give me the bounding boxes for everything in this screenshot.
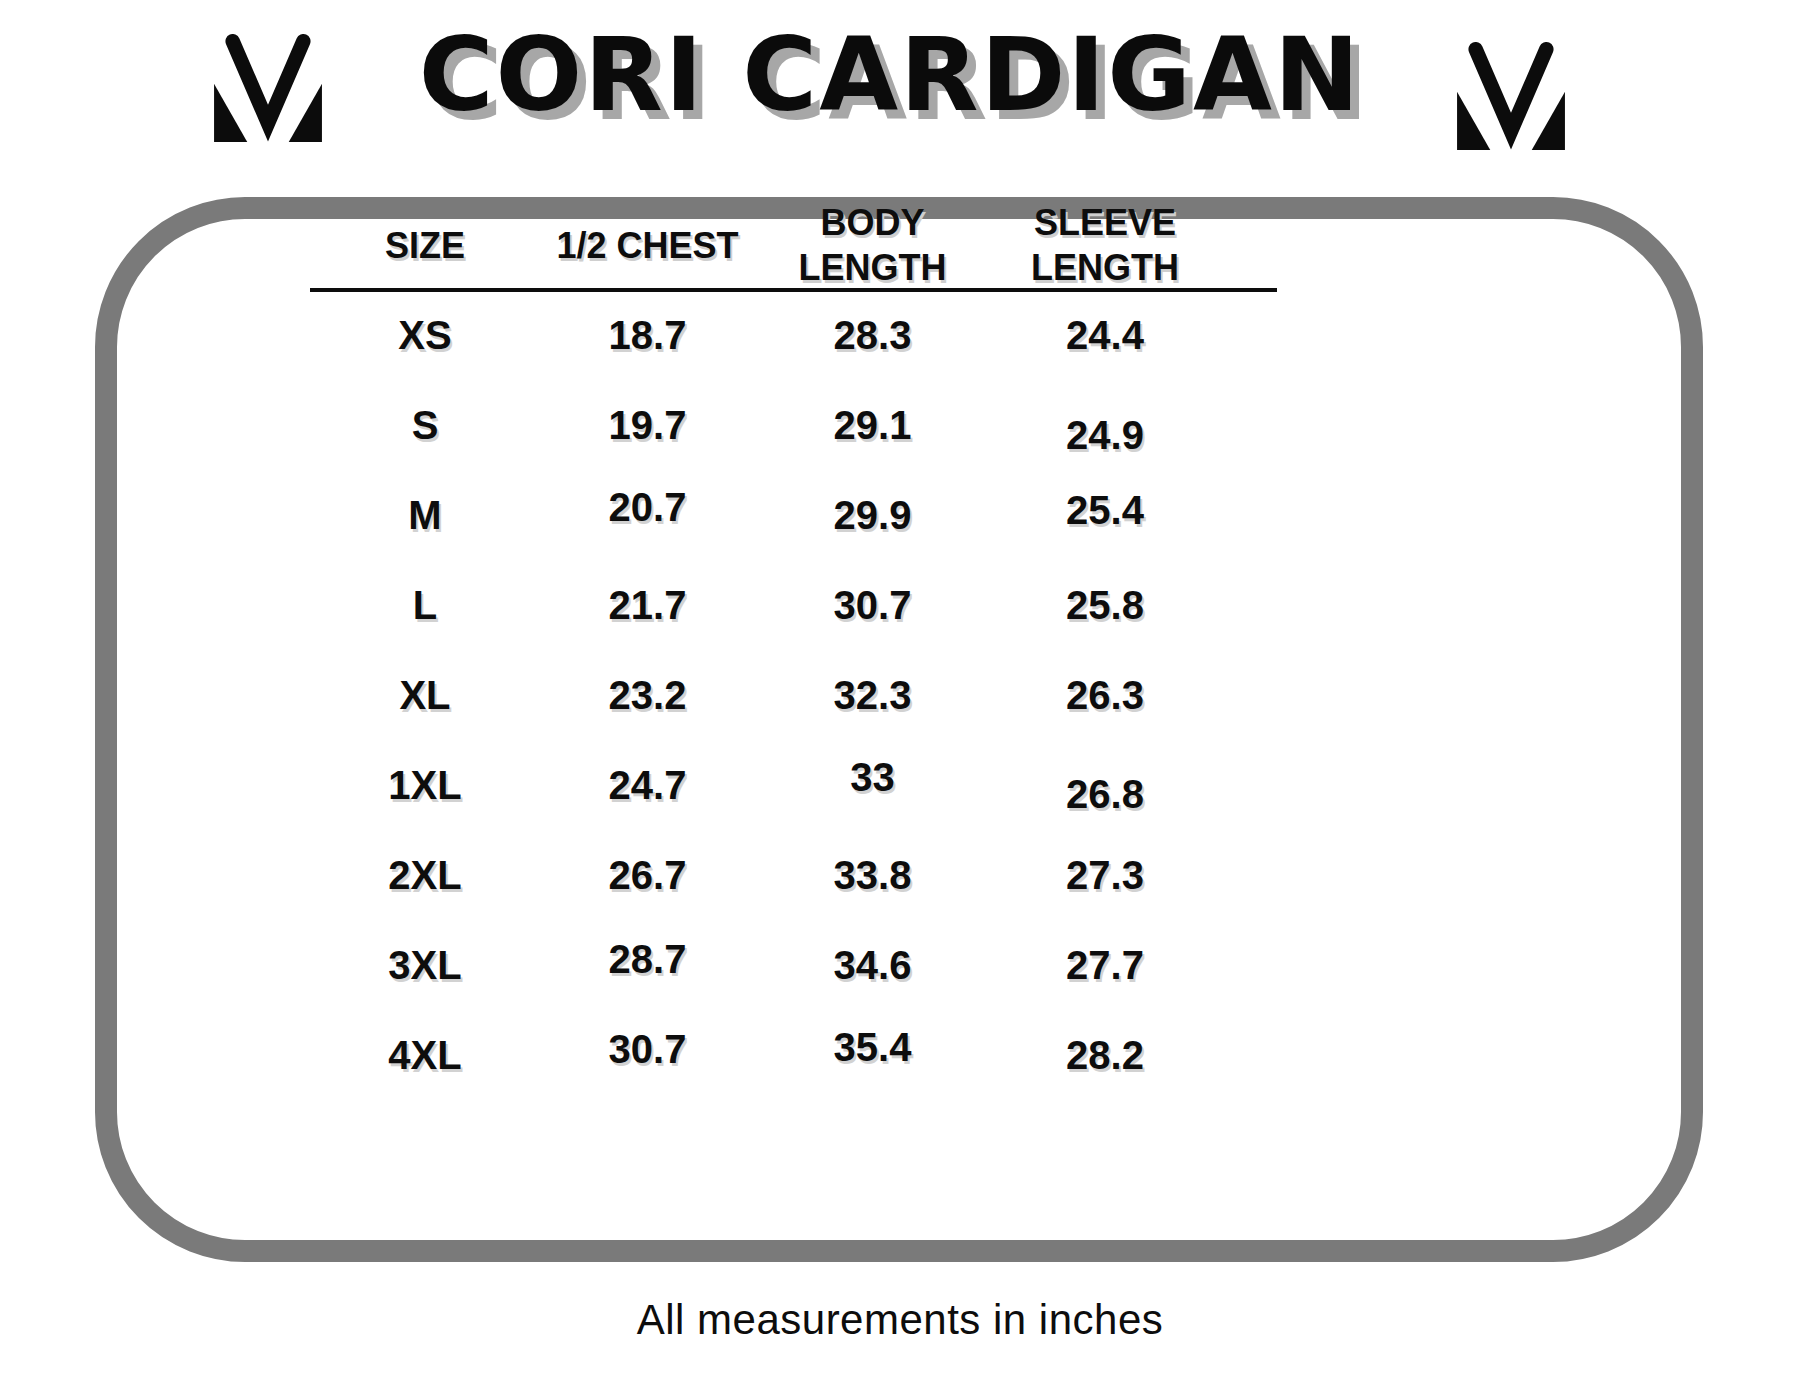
size-table-header-row: SIZE 1/2 CHEST BODY LENGTH SLEEVE LENGTH <box>310 200 1220 288</box>
cell-half-chest: 23.2 <box>540 673 755 718</box>
cell-half-chest: 26.7 <box>540 853 755 898</box>
table-row-s: S 19.7 29.1 24.9 <box>310 380 1220 470</box>
cell-half-chest: 18.7 <box>540 313 755 358</box>
size-chart-page: CORI CARDIGAN SIZE 1/2 CHEST BODY LENGTH… <box>0 0 1800 1391</box>
cell-size: S <box>310 403 540 448</box>
cell-body-length: 30.7 <box>755 583 990 628</box>
cell-half-chest: 28.7 <box>540 937 755 982</box>
column-header-size: SIZE <box>310 223 540 268</box>
table-row-3xl: 3XL 28.7 34.6 27.7 <box>310 920 1220 1010</box>
cell-body-length: 32.3 <box>755 673 990 718</box>
table-row-1xl: 1XL 24.7 33 26.8 <box>310 740 1220 830</box>
cell-half-chest: 30.7 <box>540 1027 755 1072</box>
brand-logo-left <box>210 34 326 148</box>
cell-sleeve-length: 26.8 <box>990 772 1220 817</box>
table-row-xl: XL 23.2 32.3 26.3 <box>310 650 1220 740</box>
cell-size: 4XL <box>310 1033 540 1078</box>
cell-body-length: 33.8 <box>755 853 990 898</box>
cell-body-length: 28.3 <box>755 313 990 358</box>
mv-monogram-icon <box>210 34 326 144</box>
mv-monogram-icon <box>1453 42 1569 152</box>
table-row-4xl: 4XL 30.7 35.4 28.2 <box>310 1010 1220 1100</box>
cell-body-length: 35.4 <box>755 1025 990 1070</box>
cell-half-chest: 21.7 <box>540 583 755 628</box>
cell-half-chest: 19.7 <box>540 403 755 448</box>
cell-sleeve-length: 27.7 <box>990 943 1220 988</box>
cell-body-length: 29.1 <box>755 403 990 448</box>
cell-size: XL <box>310 673 540 718</box>
cell-half-chest: 20.7 <box>540 485 755 530</box>
cell-sleeve-length: 24.9 <box>990 413 1220 458</box>
cell-size: 2XL <box>310 853 540 898</box>
cell-body-length: 34.6 <box>755 943 990 988</box>
cell-sleeve-length: 25.8 <box>990 583 1220 628</box>
cell-size: L <box>310 583 540 628</box>
cell-half-chest: 24.7 <box>540 763 755 808</box>
brand-logo-right <box>1453 42 1569 156</box>
size-table-body: XS 18.7 28.3 24.4 S 19.7 29.1 24.9 M 20.… <box>310 290 1220 1100</box>
cell-size: 1XL <box>310 763 540 808</box>
cell-sleeve-length: 27.3 <box>990 853 1220 898</box>
cell-sleeve-length: 28.2 <box>990 1033 1220 1078</box>
table-row-2xl: 2XL 26.7 33.8 27.3 <box>310 830 1220 920</box>
units-note: All measurements in inches <box>0 1296 1800 1344</box>
column-header-half-chest: 1/2 CHEST <box>540 223 755 268</box>
table-row-xs: XS 18.7 28.3 24.4 <box>310 290 1220 380</box>
cell-size: M <box>310 493 540 538</box>
column-header-sleeve-length: SLEEVE LENGTH <box>990 200 1220 290</box>
cell-sleeve-length: 25.4 <box>990 488 1220 533</box>
cell-size: 3XL <box>310 943 540 988</box>
column-header-body-length: BODY LENGTH <box>755 200 990 290</box>
cell-sleeve-length: 26.3 <box>990 673 1220 718</box>
table-row-l: L 21.7 30.7 25.8 <box>310 560 1220 650</box>
cell-size: XS <box>310 313 540 358</box>
cell-body-length: 29.9 <box>755 493 990 538</box>
page-title: CORI CARDIGAN <box>330 16 1450 133</box>
table-row-m: M 20.7 29.9 25.4 <box>310 470 1220 560</box>
cell-body-length: 33 <box>755 755 990 800</box>
cell-sleeve-length: 24.4 <box>990 313 1220 358</box>
